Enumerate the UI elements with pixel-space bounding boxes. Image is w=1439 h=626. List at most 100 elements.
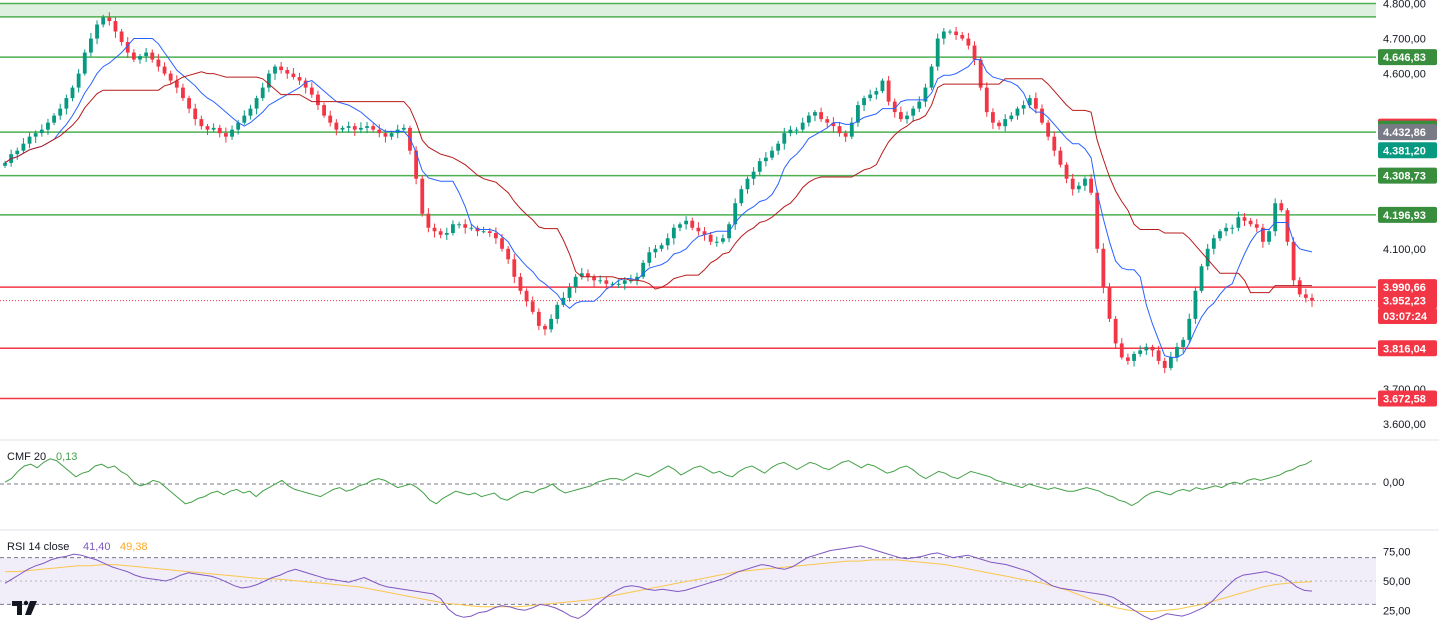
price-tick-label: 4.800,00 bbox=[1383, 0, 1426, 11]
price-axis[interactable]: 4.800,004.700,004.600,004.100,003.700,00… bbox=[1378, 0, 1437, 431]
candle-body bbox=[1126, 357, 1130, 361]
candle-body bbox=[849, 122, 854, 137]
candle-body bbox=[451, 224, 455, 234]
cmf-line bbox=[4, 458, 1313, 507]
candle-body bbox=[144, 52, 149, 57]
candle-body bbox=[107, 17, 112, 22]
candle-body bbox=[1168, 357, 1173, 368]
candle-body bbox=[1027, 98, 1032, 106]
candle-body bbox=[217, 127, 222, 134]
candle-body bbox=[377, 129, 382, 134]
candle-body bbox=[266, 73, 271, 88]
candle-body bbox=[622, 280, 627, 284]
candle-body bbox=[806, 115, 811, 123]
rsi-label: RSI 14 close bbox=[7, 541, 69, 553]
price-tag-label: 03:07:24 bbox=[1383, 311, 1428, 323]
candle-body bbox=[1254, 224, 1259, 228]
candle-body bbox=[260, 87, 265, 99]
candle-body bbox=[665, 238, 670, 246]
candle-body bbox=[1236, 217, 1241, 228]
candle-body bbox=[1015, 108, 1020, 116]
price-tag-label: 3.816,04 bbox=[1383, 343, 1427, 355]
candle-body bbox=[493, 233, 498, 239]
price-tag-label: 4.646,83 bbox=[1383, 52, 1426, 64]
candle-body bbox=[1083, 178, 1087, 186]
rsi-pane[interactable]: RSI 14 close 41,40 49,38 75,00 50,00 25,00 bbox=[0, 541, 1411, 621]
candle-body bbox=[199, 119, 204, 127]
price-tag bbox=[1378, 292, 1437, 309]
candle-body bbox=[383, 133, 388, 137]
candle-body bbox=[745, 178, 750, 190]
candle-body bbox=[1310, 297, 1314, 301]
rsi-tick-label: 50,00 bbox=[1383, 576, 1411, 588]
candle-body bbox=[420, 178, 425, 214]
conversion-line bbox=[4, 38, 1313, 358]
candle-body bbox=[285, 70, 290, 74]
candle-body bbox=[1279, 203, 1284, 211]
candle-body bbox=[1211, 238, 1216, 249]
tradingview-logo-icon bbox=[12, 600, 37, 615]
candle-body bbox=[868, 94, 873, 99]
candle-body bbox=[561, 297, 566, 305]
candle-body bbox=[1009, 115, 1014, 120]
candle-body bbox=[131, 52, 136, 60]
candle-body bbox=[358, 127, 363, 130]
candle-body bbox=[825, 119, 830, 123]
candle-body bbox=[635, 276, 639, 281]
candle-body bbox=[991, 112, 995, 123]
candle-body bbox=[1144, 346, 1149, 351]
candle-body bbox=[641, 262, 646, 277]
candle-body bbox=[1273, 203, 1278, 232]
candle-body bbox=[757, 161, 762, 172]
candle-body bbox=[242, 115, 247, 123]
cmf-label: CMF 20 bbox=[7, 451, 46, 463]
candle-body bbox=[530, 301, 535, 312]
candle-body bbox=[1242, 217, 1247, 221]
candle-body bbox=[58, 108, 63, 116]
candle-body bbox=[1175, 346, 1179, 358]
candle-body bbox=[702, 231, 707, 235]
candle-body bbox=[911, 108, 916, 116]
candle-body bbox=[1187, 318, 1192, 340]
price-pane[interactable] bbox=[0, 2, 1439, 531]
candle-body bbox=[1052, 136, 1057, 151]
candle-body bbox=[1033, 98, 1038, 109]
price-tag-label: 3.952,23 bbox=[1383, 296, 1426, 308]
candle-body bbox=[389, 133, 394, 137]
candle-body bbox=[671, 227, 676, 239]
candle-body bbox=[610, 283, 615, 285]
candle-body bbox=[125, 42, 130, 53]
price-tag bbox=[1378, 142, 1437, 159]
candle-body bbox=[1297, 280, 1302, 295]
candle-body bbox=[1224, 227, 1228, 232]
candle-body bbox=[457, 224, 461, 226]
price-tag bbox=[1378, 340, 1437, 357]
candle-body bbox=[113, 21, 118, 32]
price-tag bbox=[1378, 49, 1437, 66]
candle-body bbox=[89, 38, 93, 53]
candle-body bbox=[438, 231, 443, 235]
candle-body bbox=[518, 276, 523, 291]
candle-body bbox=[150, 52, 155, 60]
candle-body bbox=[95, 24, 99, 39]
rsi-line bbox=[4, 545, 1313, 621]
candle-body bbox=[1089, 178, 1094, 193]
candle-body bbox=[273, 66, 277, 74]
candle-body bbox=[763, 157, 768, 162]
candle-body bbox=[733, 203, 738, 225]
cmf-pane[interactable]: CMF 20 0,13 0,00 bbox=[0, 451, 1404, 507]
candle-body bbox=[923, 87, 928, 102]
candle-body bbox=[76, 73, 81, 88]
candle-body bbox=[82, 52, 87, 74]
price-tag-label: 4.381,20 bbox=[1383, 145, 1426, 157]
candle-body bbox=[1218, 231, 1222, 239]
candle-body bbox=[316, 94, 320, 106]
candle-body bbox=[444, 233, 449, 235]
candle-body bbox=[628, 280, 633, 282]
candle-body bbox=[659, 245, 664, 249]
candle-body bbox=[978, 59, 983, 88]
candle-body bbox=[303, 80, 308, 88]
candle-body bbox=[401, 127, 406, 130]
candle-body bbox=[905, 115, 909, 120]
